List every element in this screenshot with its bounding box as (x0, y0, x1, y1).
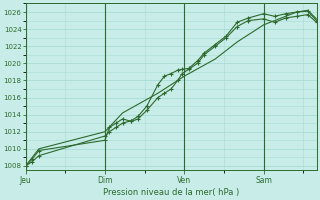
X-axis label: Pression niveau de la mer( hPa ): Pression niveau de la mer( hPa ) (103, 188, 239, 197)
